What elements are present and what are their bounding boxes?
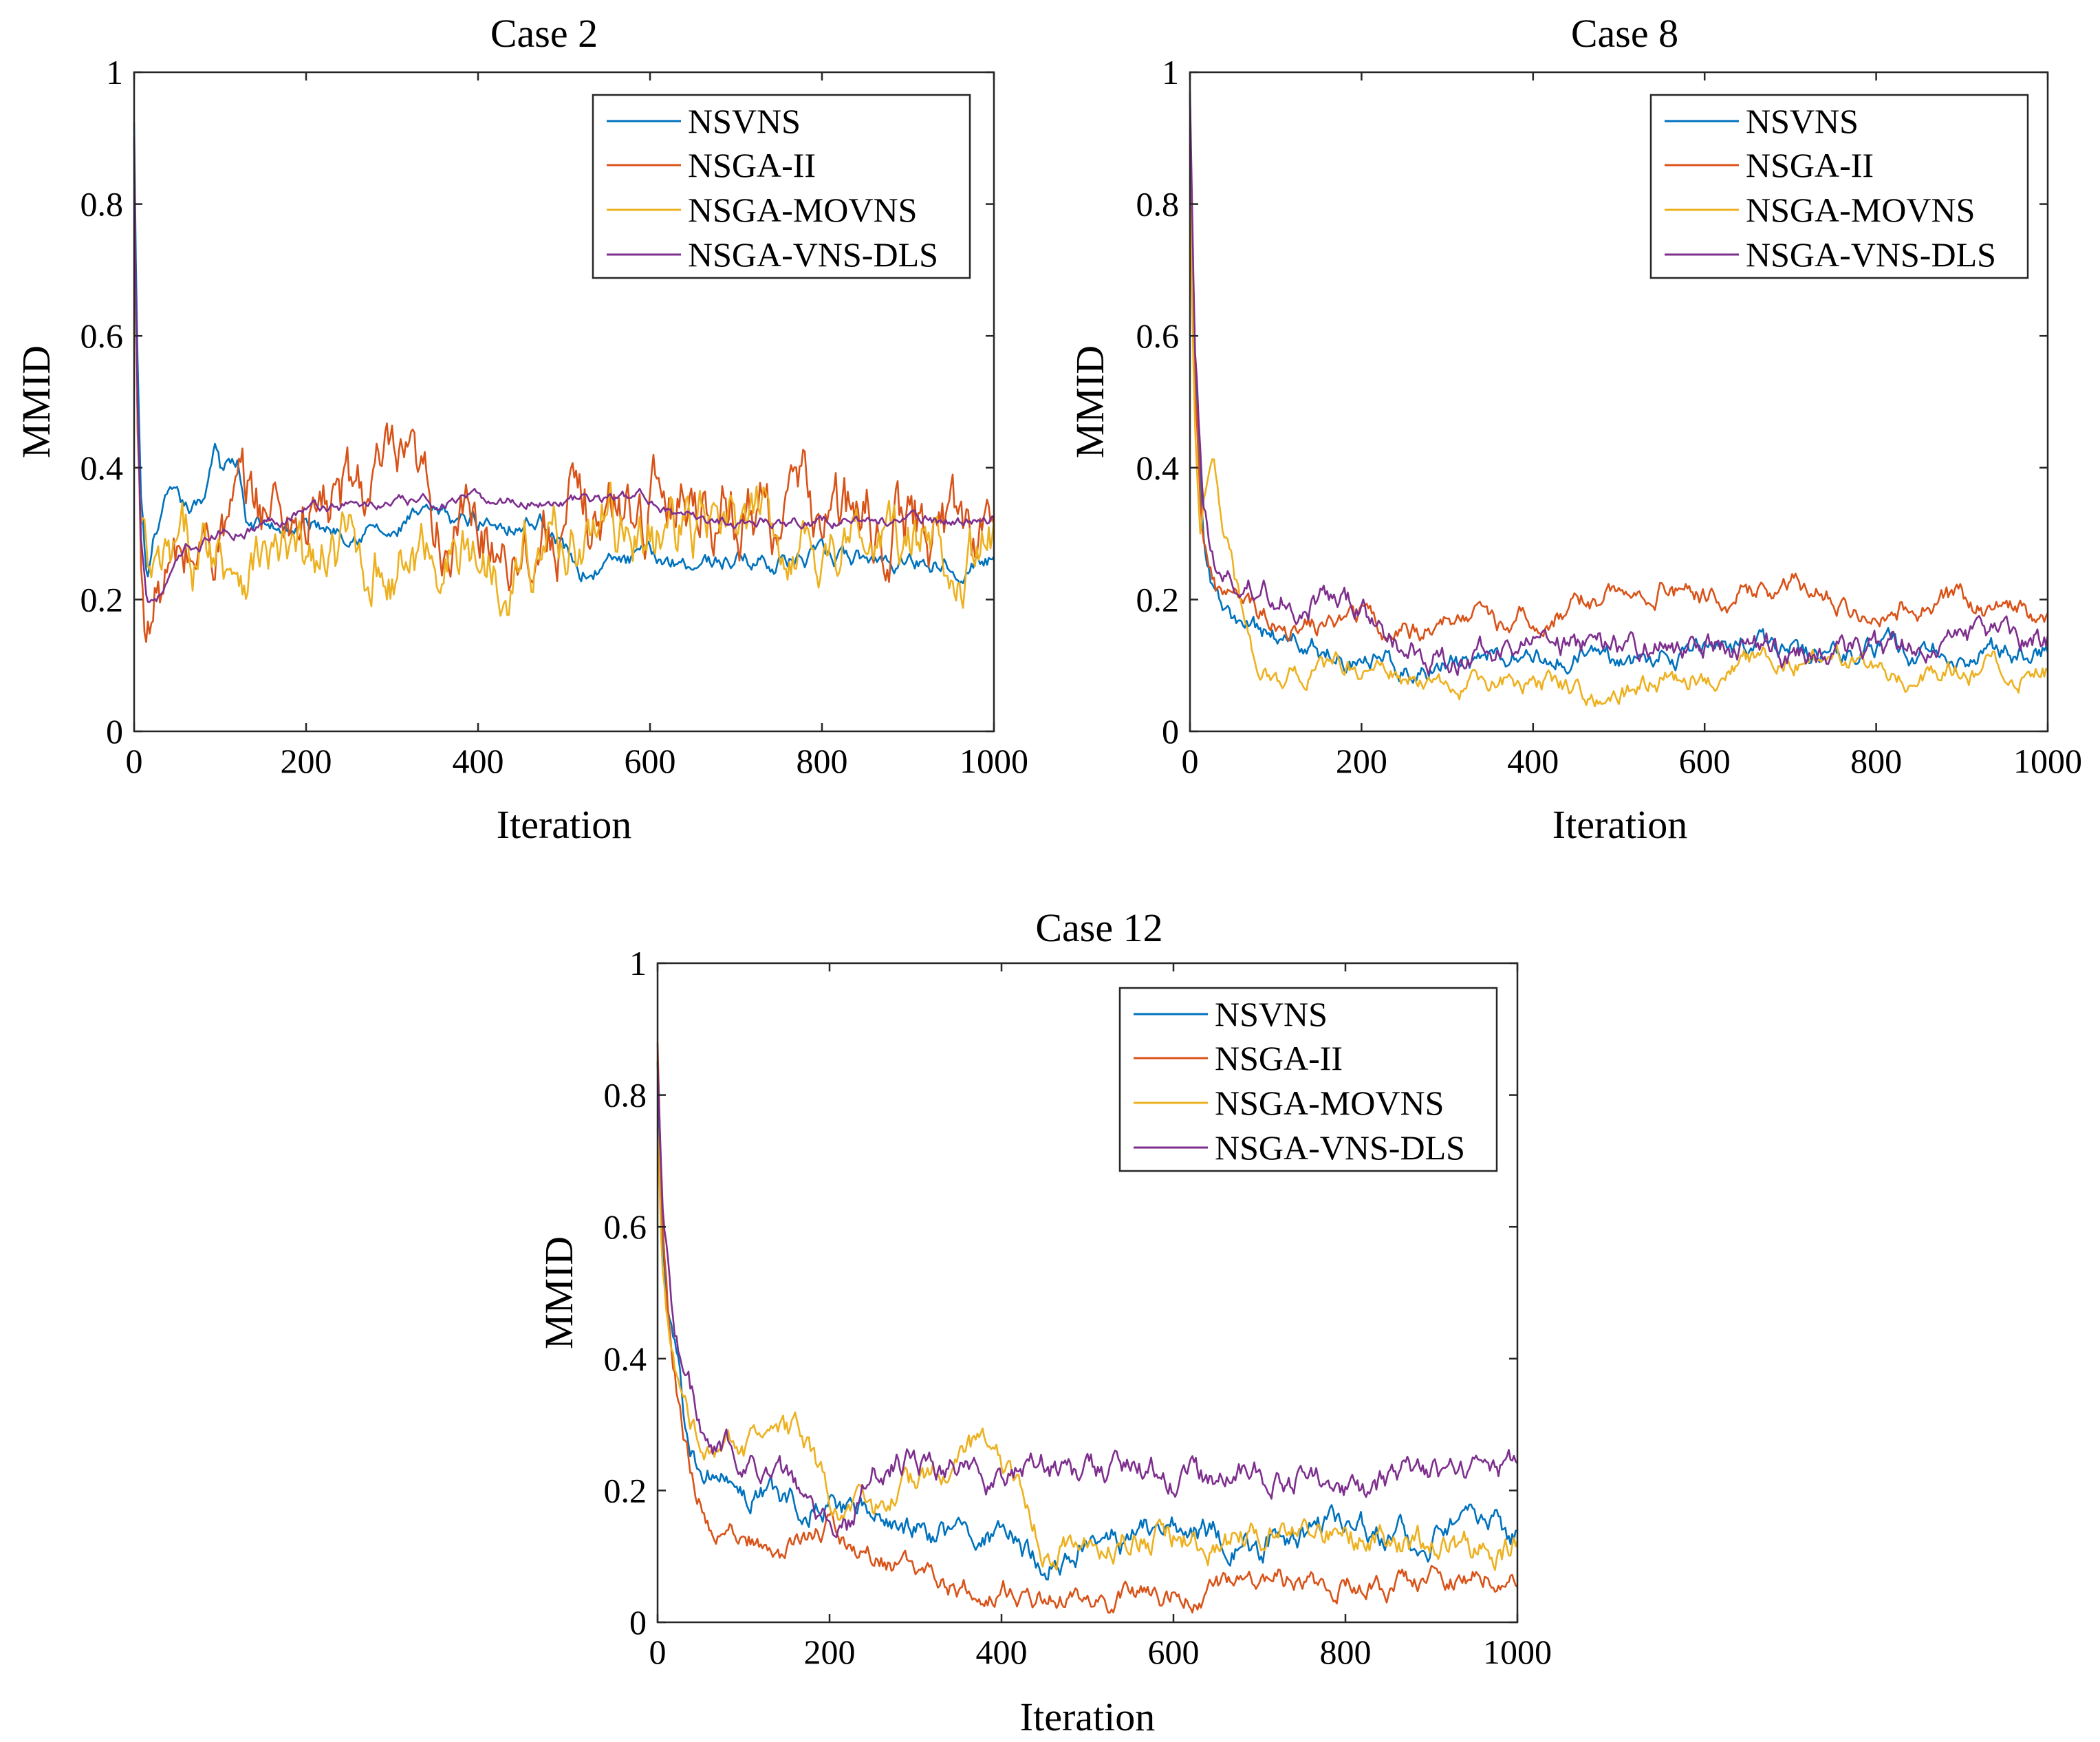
y-tick-label: 0.6	[1136, 316, 1180, 355]
y-axis-label: MMID	[1068, 345, 1112, 458]
y-axis-label: MMID	[14, 345, 58, 458]
y-tick-label: 0.8	[604, 1076, 647, 1115]
x-axis-label: Iteration	[497, 802, 631, 847]
y-tick-label: 0.2	[1136, 580, 1180, 619]
legend-label-nsga-movns: NSGA-MOVNS	[688, 191, 917, 229]
chart-case-8: Case 8 0 200 400 600 800 1000 0 0.2 0.4 0.6 0.8 1 I…	[1068, 11, 2082, 847]
tick-layer: 0 200 400 600 800 1000 0 0.2 0.4 0.6 0.8 1	[1136, 53, 2083, 780]
x-tick-label: 0	[649, 1633, 667, 1671]
y-tick-label: 0.8	[80, 185, 124, 224]
series-line-nsvns	[133, 122, 995, 585]
x-tick-label: 800	[797, 742, 848, 780]
y-axis-label: MMID	[537, 1236, 581, 1349]
series-line-nsga-movns	[1189, 177, 2049, 707]
plot-frame	[133, 71, 995, 733]
legend-box	[1118, 987, 1498, 1172]
y-tick-label: 0	[629, 1603, 647, 1642]
legend: NSVNS NSGA-II NSGA-MOVNS NSGA-VNS-DLS	[592, 94, 971, 279]
legend-box	[592, 94, 971, 279]
x-axis-label: Iteration	[1020, 1695, 1155, 1739]
x-tick-label: 200	[281, 742, 332, 780]
series-line-nsga-vns-dls	[656, 1061, 1518, 1538]
x-tick-label: 1000	[1483, 1633, 1552, 1671]
legend: NSVNS NSGA-II NSGA-MOVNS NSGA-VNS-DLS	[1118, 987, 1498, 1172]
legend-label-nsga-ii: NSGA-II	[1215, 1039, 1343, 1077]
legend-label-nsga-vns-dls: NSGA-VNS-DLS	[688, 235, 938, 274]
y-tick-label: 0.4	[80, 449, 124, 487]
series-line-nsga-vns-dls	[1189, 92, 2049, 676]
chart-case-2: Case 2 0 200 400 600 800 1000 0 0.2 0.4 0.6 0.8 1 I…	[14, 11, 1028, 847]
chart-case-12: Case 12 0 200 400 600 800 100000.20.40.60.81 …	[537, 905, 1552, 1739]
legend-label-nsga-ii: NSGA-II	[1746, 146, 1874, 184]
y-tick-label: 0.4	[604, 1340, 647, 1378]
x-tick-label: 800	[1850, 742, 1902, 780]
y-tick-label: 1	[629, 944, 647, 982]
y-tick-label: 0.6	[604, 1207, 647, 1246]
x-tick-label: 1000	[960, 742, 1028, 780]
x-tick-label: 200	[804, 1633, 856, 1671]
series-layer	[133, 122, 995, 643]
plot-frame	[1189, 71, 2049, 733]
x-tick-label: 800	[1320, 1633, 1372, 1671]
x-axis-label: Iteration	[1552, 802, 1687, 847]
plot-frame	[656, 962, 1519, 1624]
chart-title: Case 8	[1571, 11, 1678, 56]
y-tick-label: 0.6	[80, 316, 124, 355]
x-tick-label: 600	[625, 742, 676, 780]
tick-layer: 0 200 400 600 800 1000 0 0.2 0.4 0.6 0.8 1	[80, 53, 1029, 780]
series-layer	[1189, 92, 2049, 707]
x-tick-label: 0	[1182, 742, 1199, 780]
chart-title: Case 12	[1035, 905, 1162, 950]
y-tick-label: 0.2	[80, 580, 124, 619]
tick-layer: 0 200 400 600 800 1000 0 0.2 0.4 0.6 0.8 1	[604, 944, 1552, 1671]
series-line-nsga-ii	[133, 140, 995, 643]
series-line-nsga-ii	[1189, 144, 2049, 642]
series-line-nsga-vns-dls	[133, 136, 995, 603]
y-tick-label: 0	[1162, 712, 1179, 751]
legend-label-nsvns: NSVNS	[688, 102, 801, 140]
y-tick-label: 0.4	[1136, 449, 1180, 487]
y-tick-label: 0	[106, 712, 123, 751]
series-line-nsga-movns	[656, 1128, 1519, 1571]
legend-label-nsga-movns: NSGA-MOVNS	[1215, 1084, 1444, 1122]
x-tick-label: 0	[126, 742, 143, 780]
x-tick-label: 1000	[2013, 742, 2082, 780]
legend: NSVNS NSGA-II NSGA-MOVNS NSGA-VNS-DLS	[1649, 94, 2029, 279]
y-tick-label: 0.2	[604, 1471, 647, 1509]
legend-label-nsga-vns-dls: NSGA-VNS-DLS	[1215, 1128, 1465, 1167]
x-tick-label: 400	[1507, 742, 1559, 780]
series-layer	[656, 1042, 1519, 1614]
series-line-nsga-movns	[133, 160, 995, 617]
chart-title: Case 2	[490, 11, 598, 56]
legend-label-nsga-movns: NSGA-MOVNS	[1746, 191, 1975, 229]
legend-box	[1649, 94, 2029, 279]
legend-label-nsvns: NSVNS	[1746, 102, 1859, 140]
series-line-nsga-ii	[656, 1042, 1518, 1614]
legend-label-nsga-vns-dls: NSGA-VNS-DLS	[1746, 235, 1996, 274]
x-tick-label: 600	[1148, 1633, 1200, 1671]
y-tick-label: 1	[1162, 53, 1179, 92]
y-tick-label: 1	[106, 53, 123, 92]
x-tick-label: 200	[1336, 742, 1387, 780]
x-tick-label: 400	[453, 742, 504, 780]
legend-label-nsga-ii: NSGA-II	[688, 146, 816, 184]
x-tick-label: 600	[1679, 742, 1731, 780]
legend-label-nsvns: NSVNS	[1215, 995, 1328, 1033]
x-tick-label: 400	[976, 1633, 1028, 1671]
y-tick-label: 0.8	[1136, 185, 1180, 224]
